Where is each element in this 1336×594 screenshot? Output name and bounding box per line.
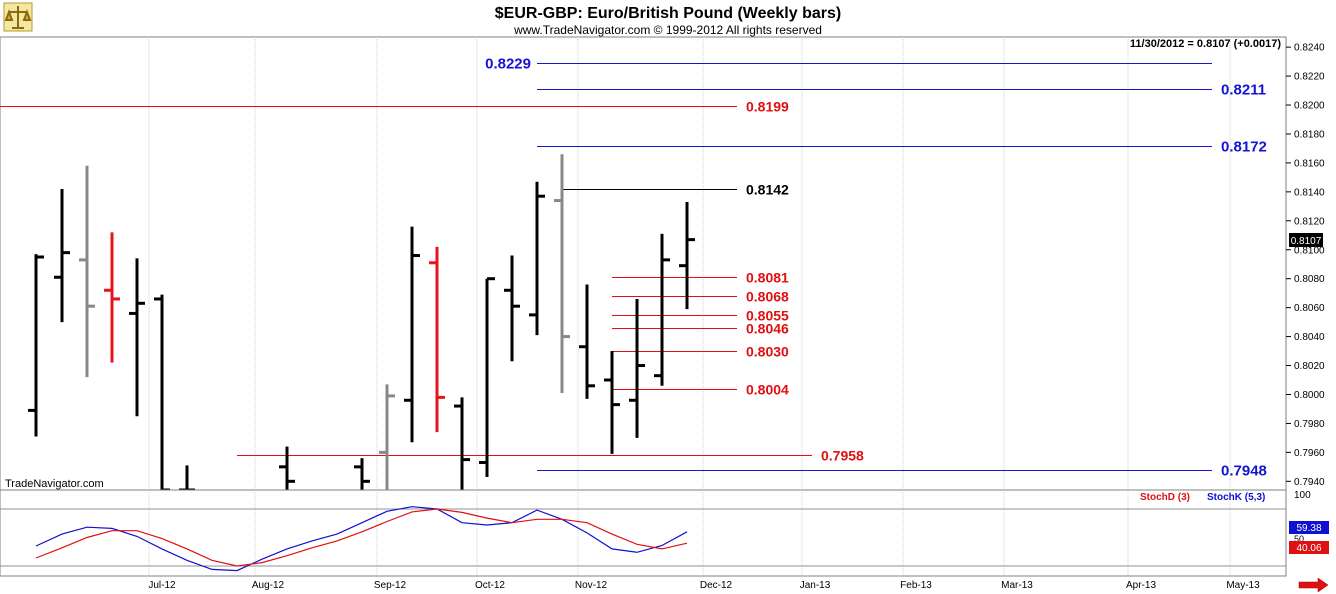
stoch-d-line [35, 508, 688, 567]
copyright-text: www.TradeNavigator.com © 1999-2012 All r… [513, 23, 822, 37]
stoch-k-line [35, 506, 688, 572]
ohlc-bar [429, 246, 445, 433]
price-tick-label: 0.8080 [1294, 274, 1325, 285]
stochastic-gridlines [148, 490, 1231, 576]
level-label: 0.8172 [1221, 139, 1267, 156]
ohlc-bar [454, 397, 470, 490]
month-label: Apr-13 [1126, 580, 1156, 591]
ohlc-bar [629, 298, 645, 438]
stochastic-lines [35, 506, 688, 572]
ohlc-bar [504, 255, 520, 362]
price-tick-label: 0.7960 [1294, 448, 1325, 459]
ohlc-bar [279, 446, 295, 490]
stoch-d-value-marker: 40.06 [1289, 541, 1329, 554]
ohlc-bar [354, 458, 370, 490]
level-label: 0.7948 [1221, 463, 1267, 480]
ohlc-bar [529, 181, 545, 336]
level-label: 0.8055 [746, 308, 789, 324]
chart-title: $EUR-GBP: Euro/British Pound (Weekly bar… [495, 5, 841, 22]
stoch-tick-50: 50 [1294, 534, 1304, 544]
stoch-tick-100: 100 [1294, 490, 1311, 501]
ohlc-bar [554, 154, 570, 394]
legend-stoch-d: StochD (3) [1140, 492, 1190, 503]
month-gridlines [148, 37, 1231, 490]
ohlc-bar [604, 351, 620, 454]
stoch-k-value-marker: 59.38 [1289, 521, 1329, 534]
level-label: 0.8004 [746, 382, 789, 398]
stoch-d-value: 40.06 [1296, 543, 1321, 554]
price-tick-label: 0.8240 [1294, 43, 1325, 54]
month-label: Dec-12 [700, 580, 733, 591]
level-label: 0.8229 [485, 56, 531, 73]
current-price-marker: 0.8107 [1289, 233, 1323, 247]
stochastic-panel [0, 489, 1287, 577]
ohlc-bar [679, 201, 695, 310]
ohlc-bar [129, 258, 145, 417]
level-label: 0.8142 [746, 182, 789, 198]
ohlc-bar [654, 233, 670, 386]
legend-stoch-k: StochK (5,3) [1207, 492, 1265, 503]
month-label: Feb-13 [900, 580, 932, 591]
price-tick-label: 0.8060 [1294, 303, 1325, 314]
price-tick-label: 0.8020 [1294, 361, 1325, 372]
ohlc-bar [79, 165, 95, 378]
level-label: 0.8030 [746, 344, 789, 360]
price-tick-label: 0.8180 [1294, 129, 1325, 140]
price-tick-label: 0.7980 [1294, 419, 1325, 430]
month-label: Jul-12 [148, 580, 176, 591]
date-axis: Jul-12 Aug-12 Sep-12 Oct-12 Nov-12 Dec-12 Jan-… [148, 580, 1260, 591]
price-tick-label: 0.8000 [1294, 390, 1325, 401]
price-tick-label: 0.8040 [1294, 332, 1325, 343]
month-label: Sep-12 [374, 580, 407, 591]
price-levels: 0.8229 0.8211 0.8199 0.8172 0.8142 0.8081 0.80… [0, 56, 1267, 480]
price-tick-label: 0.8120 [1294, 216, 1325, 227]
price-tick-label: 0.8160 [1294, 158, 1325, 169]
ohlc-bar [54, 188, 70, 323]
month-label: Mar-13 [1001, 580, 1033, 591]
price-tick-label: 0.8220 [1294, 72, 1325, 83]
ohlc-bar [104, 232, 120, 363]
ohlc-bar [28, 254, 44, 437]
ohlc-bar [479, 277, 495, 477]
price-tick-label: 0.7940 [1294, 477, 1325, 488]
scroll-right-arrow-icon[interactable] [1298, 577, 1329, 593]
month-label: Nov-12 [575, 580, 608, 591]
watermark-text: TradeNavigator.com [5, 478, 104, 490]
price-panel [0, 36, 1287, 491]
ohlc-bar [579, 284, 595, 399]
last-quote-text: 11/30/2012 = 0.8107 (+0.0017) [1130, 38, 1281, 50]
ohlc-bar [404, 226, 420, 443]
level-label: 0.8211 [1221, 82, 1266, 99]
month-label: Jan-13 [800, 580, 831, 591]
price-axis: 0.8240 0.8220 0.8200 0.8180 0.8160 0.8140 0.81… [1286, 43, 1325, 488]
month-label: Oct-12 [475, 580, 505, 591]
price-tick-label: 0.8100 [1294, 245, 1325, 256]
month-label: Aug-12 [252, 580, 285, 591]
level-label: 0.8081 [746, 270, 789, 286]
current-price-label: 0.8107 [1291, 236, 1322, 247]
stoch-k-value: 59.38 [1296, 523, 1321, 534]
level-label: 0.7958 [821, 448, 864, 464]
trade-navigator-logo-icon[interactable] [3, 2, 33, 32]
price-tick-label: 0.8140 [1294, 187, 1325, 198]
month-label: May-13 [1226, 580, 1260, 591]
level-label: 0.8199 [746, 99, 789, 115]
level-label: 0.8046 [746, 321, 789, 337]
ohlc-bar [379, 384, 395, 490]
price-tick-label: 0.8200 [1294, 101, 1325, 112]
level-label: 0.8068 [746, 289, 789, 305]
